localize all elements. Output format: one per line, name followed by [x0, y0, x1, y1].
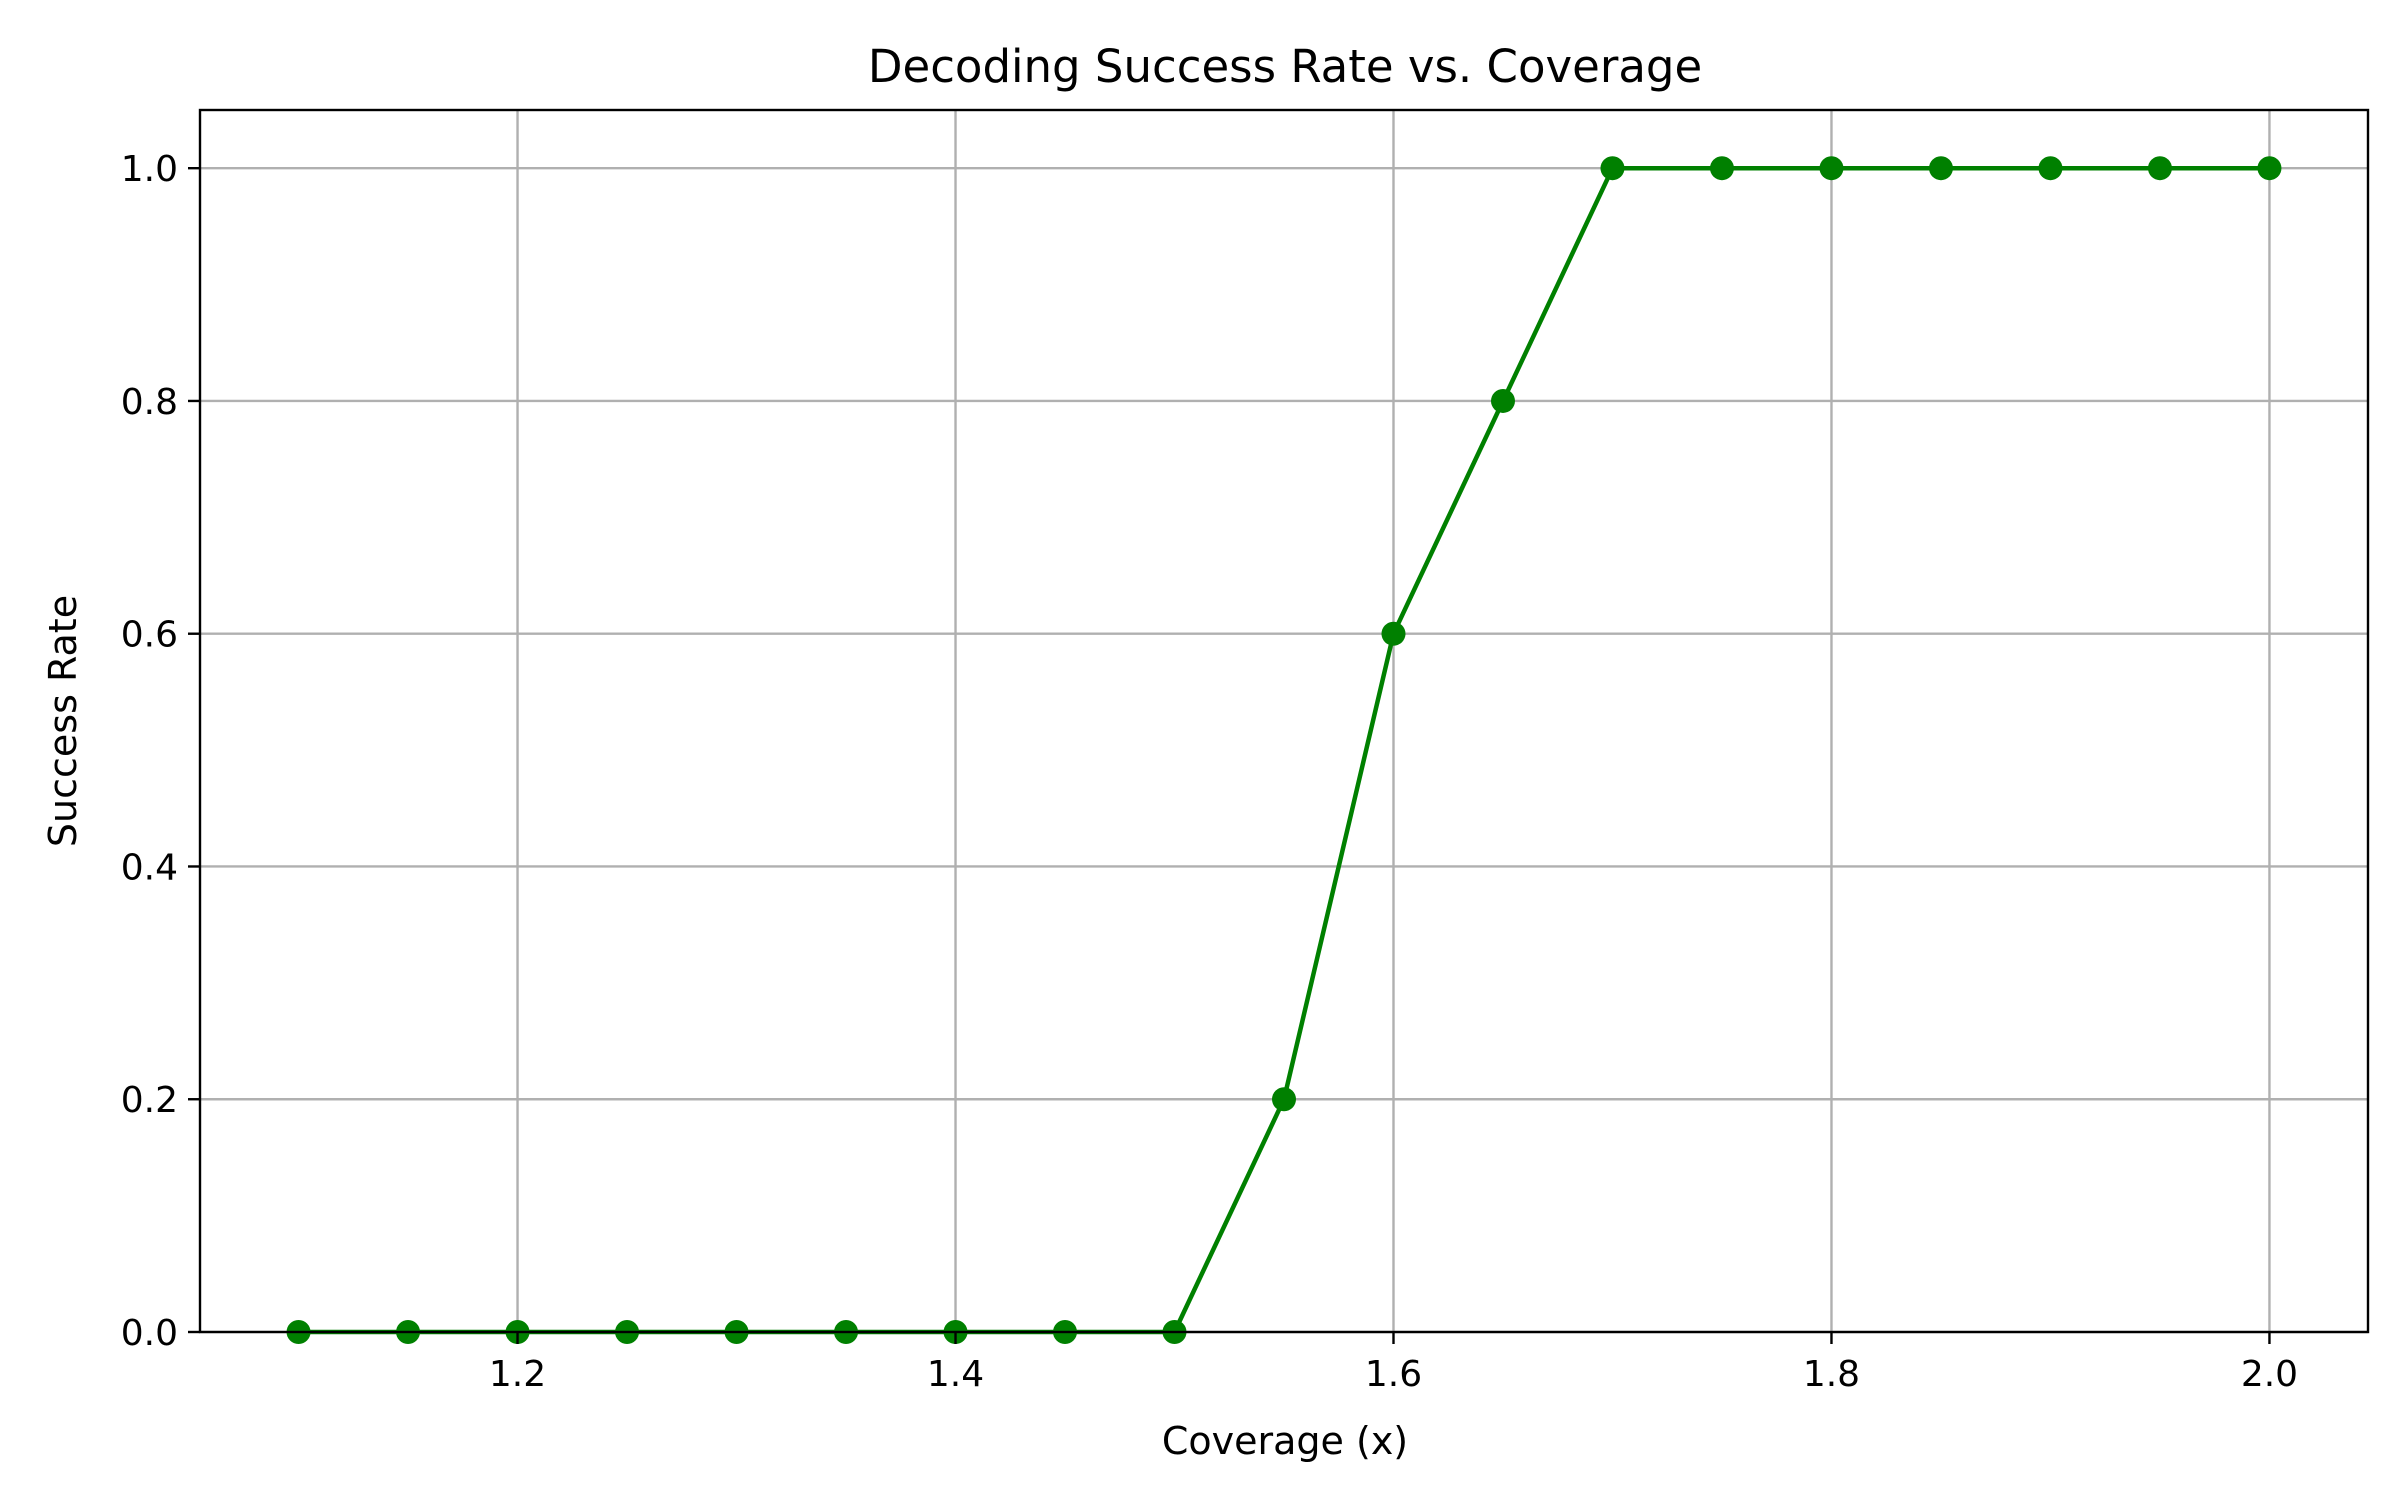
axis-ticks: 1.2 1.4 1.6 1.8 2.0 0.0 0.2 0.4 0.6 0.8 1.0: [121, 149, 2298, 1395]
plot-frame: [198, 108, 2370, 1334]
data-point: [1928, 156, 1953, 181]
y-tick-label: 0.8: [121, 382, 178, 423]
x-tick-label: 2.0: [2241, 1354, 2298, 1395]
data-point: [1819, 156, 1844, 181]
y-axis-label: Success Rate: [41, 595, 85, 847]
chart-title: Decoding Success Rate vs. Coverage: [868, 40, 1702, 93]
data-point: [1272, 1087, 1296, 1112]
grid-lines: [200, 110, 2368, 1334]
x-axis-label: Coverage (x): [1162, 1419, 1408, 1463]
data-point: [1381, 621, 1406, 646]
x-tick-label: 1.2: [489, 1354, 546, 1395]
x-tick-label: 1.6: [1365, 1354, 1422, 1395]
y-tick-label: 0.6: [121, 615, 178, 656]
y-tick-label: 0.4: [121, 847, 178, 888]
x-tick-label: 1.8: [1803, 1354, 1860, 1395]
x-tick-label: 1.4: [927, 1354, 984, 1395]
data-point: [1709, 156, 1734, 181]
data-point: [2147, 156, 2172, 181]
data-point: [2038, 156, 2063, 181]
data-point: [2257, 156, 2282, 181]
data-point: [1490, 388, 1515, 413]
y-tick-label: 0.2: [121, 1080, 178, 1121]
data-series: [286, 156, 2282, 1344]
y-tick-label: 0.0: [121, 1313, 178, 1354]
series-line: [298, 165, 2270, 1335]
data-point: [1600, 156, 1625, 181]
y-tick-label: 1.0: [121, 149, 178, 190]
